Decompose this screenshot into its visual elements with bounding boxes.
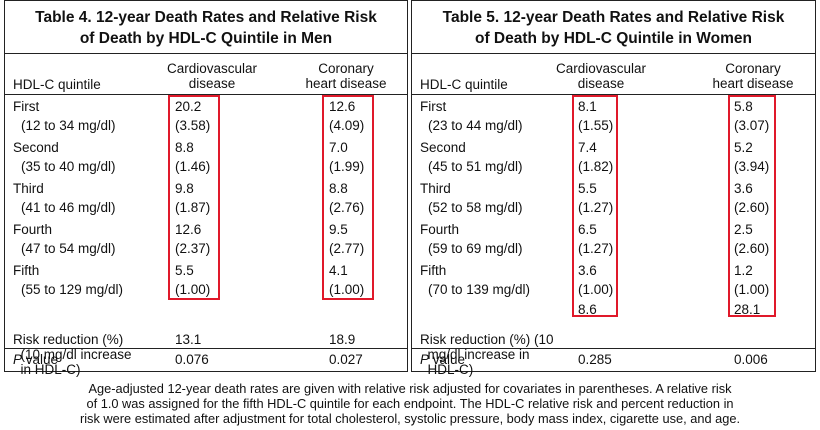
row-range: (35 to 40 mg/dl) bbox=[21, 159, 116, 174]
chd-rate: 4.1 bbox=[329, 263, 348, 278]
cvd-rate: 5.5 bbox=[578, 181, 597, 196]
chd-rr: (2.76) bbox=[329, 200, 365, 215]
cvd-rate: 8.1 bbox=[578, 99, 597, 114]
cvd-rr: (1.00) bbox=[578, 282, 614, 297]
chd-rr: (4.09) bbox=[329, 118, 365, 133]
rule bbox=[5, 348, 407, 349]
row-range: (41 to 46 mg/dl) bbox=[21, 200, 116, 215]
chd-rate: 12.6 bbox=[329, 99, 356, 114]
cvd-rate: 9.8 bbox=[175, 181, 194, 196]
cvd-rr: (1.46) bbox=[175, 159, 211, 174]
row-label: Fifth bbox=[420, 263, 447, 278]
chd-rate: 8.8 bbox=[329, 181, 348, 196]
chd-rate: 9.5 bbox=[329, 222, 348, 237]
risk-reduction-label: Risk reduction (%) (10 mg/dl increase in… bbox=[420, 332, 554, 377]
highlight-box-cvd bbox=[572, 95, 618, 317]
chd-rate: 3.6 bbox=[734, 181, 753, 196]
chd-rate: 1.2 bbox=[734, 263, 753, 278]
cvd-rr: (1.00) bbox=[175, 282, 211, 297]
chd-rate: 5.2 bbox=[734, 140, 753, 155]
row-label: Third bbox=[13, 181, 44, 196]
row-range: (47 to 54 mg/dl) bbox=[21, 241, 116, 256]
highlight-box-cvd bbox=[168, 95, 220, 300]
p-value-chd: 0.027 bbox=[329, 352, 363, 367]
table-title: Table 5. 12-year Death Rates and Relativ… bbox=[442, 9, 785, 47]
table-4-men: Table 4. 12-year Death Rates and Relativ… bbox=[4, 0, 408, 377]
cvd-rr: (3.58) bbox=[175, 118, 211, 133]
cvd-rr: (1.87) bbox=[175, 200, 211, 215]
p-value-cvd: 0.076 bbox=[175, 352, 209, 367]
highlight-box-chd bbox=[728, 95, 776, 317]
row-range: (70 to 139 mg/dl) bbox=[428, 282, 531, 297]
p-value-label: P value bbox=[420, 352, 466, 367]
cvd-rate: 8.8 bbox=[175, 140, 194, 155]
chd-rr: (2.60) bbox=[734, 200, 770, 215]
row-range: (52 to 58 mg/dl) bbox=[428, 200, 523, 215]
risk-reduction-chd: 18.9 bbox=[329, 332, 356, 347]
rule bbox=[412, 53, 815, 54]
cvd-rate: 7.4 bbox=[578, 140, 597, 155]
col-header-chd: Coronary heart disease bbox=[305, 61, 387, 91]
row-range: (23 to 44 mg/dl) bbox=[428, 118, 523, 133]
chd-rate: 2.5 bbox=[734, 222, 753, 237]
table-title: Table 4. 12-year Death Rates and Relativ… bbox=[35, 9, 377, 47]
cvd-rate: 6.5 bbox=[578, 222, 597, 237]
rule bbox=[412, 348, 815, 349]
chd-rr: (1.99) bbox=[329, 159, 365, 174]
chd-rr: (3.94) bbox=[734, 159, 770, 174]
row-range: (12 to 34 mg/dl) bbox=[21, 118, 116, 133]
col-header-chd: Coronary heart disease bbox=[712, 61, 794, 91]
chd-rate: 7.0 bbox=[329, 140, 348, 155]
chd-rr: (2.60) bbox=[734, 241, 770, 256]
risk-reduction-label: Risk reduction (%) (10 mg/dl increase in… bbox=[13, 332, 132, 377]
row-range: (45 to 51 mg/dl) bbox=[428, 159, 523, 174]
row-label: First bbox=[420, 99, 447, 114]
row-label: Second bbox=[13, 140, 59, 155]
row-label: Second bbox=[420, 140, 466, 155]
row-label: First bbox=[13, 99, 40, 114]
cvd-rr: (1.27) bbox=[578, 241, 614, 256]
cvd-rr: (1.82) bbox=[578, 159, 614, 174]
p-value-cvd: 0.285 bbox=[578, 352, 612, 367]
cvd-rr: (2.37) bbox=[175, 241, 211, 256]
cvd-rate: 20.2 bbox=[175, 99, 202, 114]
highlight-box-chd bbox=[322, 95, 374, 300]
risk-reduction-cvd: 13.1 bbox=[175, 332, 202, 347]
p-value-chd: 0.006 bbox=[734, 352, 768, 367]
risk-reduction-chd: 28.1 bbox=[734, 302, 761, 317]
row-label: Fifth bbox=[13, 263, 40, 278]
row-label: Third bbox=[420, 181, 451, 196]
rule bbox=[412, 94, 815, 95]
chd-rr: (2.77) bbox=[329, 241, 365, 256]
row-range: (59 to 69 mg/dl) bbox=[428, 241, 523, 256]
col-header-cvd: Cardiovascular disease bbox=[166, 61, 258, 91]
rule bbox=[5, 53, 407, 54]
row-label: Fourth bbox=[13, 222, 53, 237]
p-value-label: P value bbox=[13, 352, 59, 367]
cvd-rate: 5.5 bbox=[175, 263, 194, 278]
chd-rate: 5.8 bbox=[734, 99, 753, 114]
row-range: (55 to 129 mg/dl) bbox=[21, 282, 124, 297]
risk-reduction-cvd: 8.6 bbox=[578, 302, 597, 317]
cvd-rr: (1.27) bbox=[578, 200, 614, 215]
row-label: Fourth bbox=[420, 222, 460, 237]
table-caption: Age-adjusted 12-year death rates are giv… bbox=[79, 381, 741, 426]
cvd-rate: 12.6 bbox=[175, 222, 202, 237]
table-5-women: Table 5. 12-year Death Rates and Relativ… bbox=[411, 0, 816, 377]
col-header-quintile: HDL-C quintile bbox=[13, 77, 101, 92]
chd-rr: (1.00) bbox=[734, 282, 770, 297]
col-header-quintile: HDL-C quintile bbox=[420, 77, 508, 92]
chd-rr: (1.00) bbox=[329, 282, 365, 297]
col-header-cvd: Cardiovascular disease bbox=[555, 61, 647, 91]
cvd-rate: 3.6 bbox=[578, 263, 597, 278]
chd-rr: (3.07) bbox=[734, 118, 770, 133]
rule bbox=[5, 94, 407, 95]
cvd-rr: (1.55) bbox=[578, 118, 614, 133]
